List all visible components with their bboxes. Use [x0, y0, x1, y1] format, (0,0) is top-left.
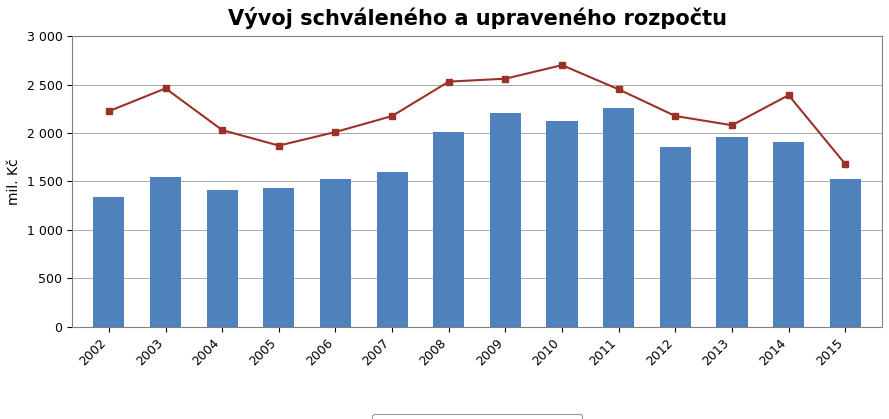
Bar [377, 172, 408, 327]
Bar [603, 108, 634, 327]
Bar [93, 197, 124, 327]
Bar [263, 188, 294, 327]
Bar [320, 178, 351, 327]
Legend: schválený, upravený: schválený, upravený [372, 414, 582, 419]
Bar [490, 113, 521, 327]
Bar [150, 176, 181, 327]
Bar [660, 147, 691, 327]
Bar [206, 190, 237, 327]
Bar [433, 132, 464, 327]
Y-axis label: mil. Kč: mil. Kč [7, 158, 21, 205]
Bar [829, 178, 861, 327]
Bar [773, 142, 805, 327]
Bar [547, 122, 578, 327]
Bar [717, 137, 748, 327]
Title: Vývoj schváleného a upraveného rozpočtu: Vývoj schváleného a upraveného rozpočtu [228, 7, 726, 29]
